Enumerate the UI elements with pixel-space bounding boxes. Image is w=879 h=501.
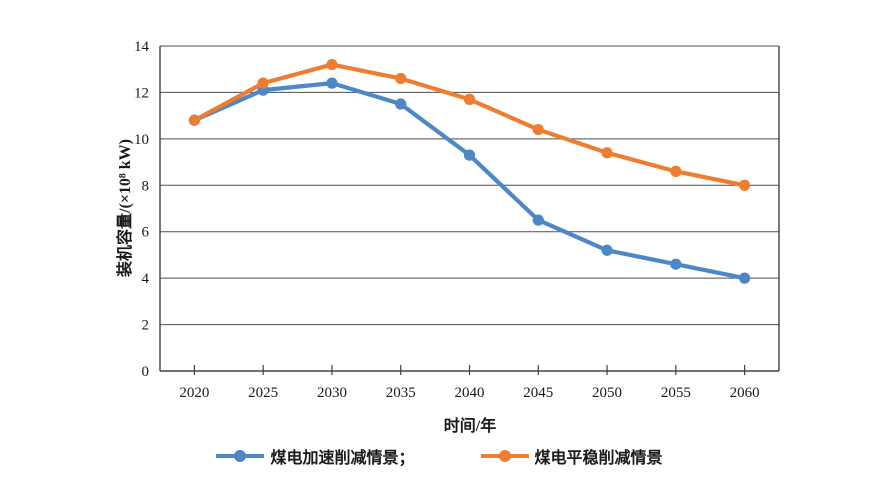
data-point-marker	[395, 72, 407, 85]
x-tick-label: 2055	[661, 385, 691, 401]
x-tick-label: 2030	[317, 385, 347, 401]
data-point-marker	[463, 149, 476, 161]
data-point-marker	[739, 272, 751, 284]
data-point-marker	[395, 98, 407, 110]
legend-item-steady-reduction: 煤电平稳削减情景	[480, 444, 663, 468]
data-point-marker	[670, 165, 682, 177]
series-line	[192, 62, 747, 188]
y-tick-label: 4	[142, 271, 150, 287]
data-point-marker	[326, 77, 338, 89]
x-tick-label: 2045	[523, 385, 553, 401]
data-point-marker	[532, 123, 544, 136]
y-tick-label: 0	[142, 364, 150, 380]
legend-label-steady-reduction: 煤电平稳削减情景	[534, 450, 663, 467]
y-tick-label: 12	[134, 85, 149, 101]
data-point-marker	[257, 77, 269, 89]
x-tick-label: 2050	[592, 385, 622, 401]
y-axis-title: 装机容量/(×10⁸ kW)	[117, 139, 134, 277]
data-point-marker	[739, 179, 751, 191]
x-tick-label: 2020	[179, 385, 209, 401]
x-axis-title: 时间/年	[443, 418, 497, 435]
x-tick-label: 2025	[248, 385, 278, 401]
legend-line-marker-icon	[480, 450, 529, 462]
data-point-marker	[463, 93, 476, 105]
chart-legend: 煤电加速削减情景； 煤电平稳削减情景	[0, 444, 879, 468]
data-point-marker	[326, 58, 338, 71]
legend-label-accelerated-reduction: 煤电加速削减情景；	[270, 450, 415, 467]
y-tick-label: 10	[134, 132, 149, 148]
x-tick-label: 2040	[455, 385, 485, 401]
data-point-marker	[670, 258, 682, 270]
y-tick-label: 8	[142, 178, 150, 194]
data-point-marker	[601, 147, 613, 159]
series-line	[192, 81, 747, 281]
data-point-marker	[532, 214, 544, 226]
data-point-marker	[601, 244, 613, 256]
legend-item-accelerated-reduction: 煤电加速削减情景；	[216, 444, 415, 468]
y-tick-label: 14	[134, 39, 150, 55]
line-chart-plot-area: 0 2 4 6 8 10 12 14 2020 2025 2030 2035 2040 2045 2050 2…	[134, 39, 780, 401]
legend-line-marker-icon	[216, 450, 265, 462]
y-tick-label: 2	[142, 318, 150, 334]
y-tick-label: 6	[142, 225, 150, 241]
data-point-marker	[188, 114, 200, 126]
x-tick-label: 2035	[386, 385, 416, 401]
x-tick-label: 2060	[730, 385, 760, 401]
